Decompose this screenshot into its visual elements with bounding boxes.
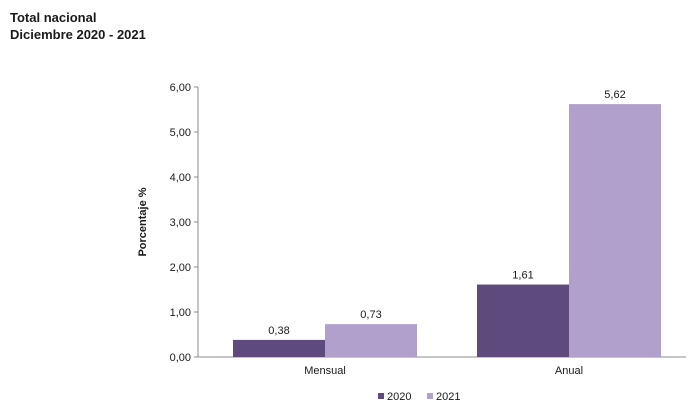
bar-2020-anual bbox=[477, 284, 569, 357]
x-tick-label: Mensual bbox=[304, 365, 346, 377]
data-label: 1,61 bbox=[512, 270, 533, 282]
y-tick-label: 1,00 bbox=[170, 307, 191, 319]
y-tick-label: 6,00 bbox=[170, 82, 191, 94]
y-axis-title: Porcentaje % bbox=[137, 187, 149, 256]
legend-label-2021: 2021 bbox=[436, 391, 460, 403]
legend-swatch-2020 bbox=[378, 393, 384, 399]
bar-2020-mensual bbox=[233, 339, 325, 357]
y-tick-label: 5,00 bbox=[170, 127, 191, 139]
legend-label-2020: 2020 bbox=[387, 391, 411, 403]
data-label: 5,62 bbox=[604, 89, 625, 101]
chart-header: Total nacional Diciembre 2020 - 2021 bbox=[10, 9, 146, 43]
bar-2021-anual bbox=[569, 104, 661, 357]
chart-title: Total nacional bbox=[10, 10, 97, 25]
data-label: 0,73 bbox=[360, 309, 381, 321]
y-tick-label: 0,00 bbox=[170, 352, 191, 364]
chart-subtitle: Diciembre 2020 - 2021 bbox=[10, 27, 146, 42]
bar-2021-mensual bbox=[325, 324, 417, 357]
data-label: 0,38 bbox=[268, 325, 289, 337]
x-tick-label: Anual bbox=[555, 365, 583, 377]
legend-swatch-2021 bbox=[427, 393, 433, 399]
y-tick-label: 2,00 bbox=[170, 262, 191, 274]
y-tick-label: 3,00 bbox=[170, 217, 191, 229]
y-tick-label: 4,00 bbox=[170, 172, 191, 184]
